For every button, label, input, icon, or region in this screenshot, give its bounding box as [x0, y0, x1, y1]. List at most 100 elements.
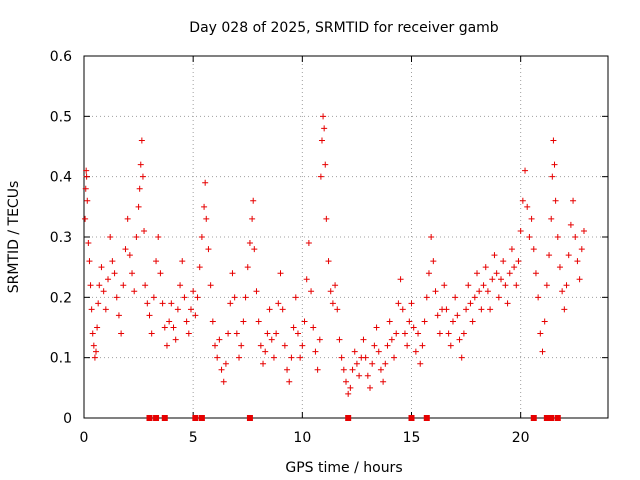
data-point [91, 354, 98, 361]
data-point [299, 342, 306, 349]
data-point [549, 173, 556, 180]
data-point [552, 197, 559, 204]
data-point [135, 203, 142, 210]
data-point [168, 300, 175, 307]
x-tick-labels: 0 5 10 15 20 [80, 430, 530, 446]
data-point [124, 215, 131, 222]
data-point [447, 342, 454, 349]
data-point [187, 306, 194, 313]
data-point [401, 330, 408, 337]
data-point [181, 294, 188, 301]
data-point [513, 282, 520, 289]
data-point [578, 246, 585, 253]
data-point [120, 282, 127, 289]
x-tick-label: 0 [80, 430, 89, 446]
data-point [362, 354, 369, 361]
chart-title: Day 028 of 2025, SRMTID for receiver gam… [189, 20, 499, 36]
data-point [388, 336, 395, 343]
y-tick-label: 0.6 [50, 49, 72, 65]
zero-value-marker [146, 415, 153, 421]
data-point [153, 258, 160, 265]
data-point [559, 288, 566, 295]
data-point [111, 270, 118, 277]
data-point [404, 342, 411, 349]
data-point [563, 282, 570, 289]
data-point [580, 227, 587, 234]
data-point [317, 173, 324, 180]
data-point [95, 300, 102, 307]
data-point [456, 336, 463, 343]
x-tick-label: 5 [189, 430, 198, 446]
data-point [185, 330, 192, 337]
data-point [220, 378, 227, 385]
data-point [159, 300, 166, 307]
data-point [550, 137, 557, 144]
data-point [539, 348, 546, 355]
data-point [491, 252, 498, 259]
data-point [436, 330, 443, 337]
data-point [240, 318, 247, 325]
data-point [412, 348, 419, 355]
data-point [340, 366, 347, 373]
data-point [338, 354, 345, 361]
data-point [421, 318, 428, 325]
data-point [375, 348, 382, 355]
data-point [417, 360, 424, 367]
data-point [546, 252, 553, 259]
data-point [445, 330, 452, 337]
x-tick-label: 15 [403, 430, 421, 446]
data-point [428, 234, 435, 240]
data-point [131, 288, 138, 295]
data-point [500, 258, 507, 265]
data-point [82, 215, 89, 222]
data-point [214, 354, 221, 361]
data-point [109, 258, 116, 265]
data-point [458, 354, 465, 361]
data-point [517, 227, 524, 234]
data-point [266, 306, 273, 313]
data-point [320, 113, 327, 120]
data-point [393, 330, 400, 337]
data-point [504, 300, 511, 307]
y-axis-label: SRMTID / TECUs [6, 181, 22, 294]
data-point [395, 300, 402, 307]
data-point [351, 348, 358, 355]
data-point [98, 264, 105, 271]
data-point [203, 215, 210, 222]
data-point [425, 270, 432, 277]
data-point [508, 246, 515, 253]
data-point [336, 336, 343, 343]
data-point [332, 282, 339, 289]
data-point [356, 372, 363, 379]
data-point [432, 288, 439, 295]
zero-value-marker [554, 415, 561, 421]
data-point [554, 234, 561, 240]
data-point [94, 324, 101, 331]
data-point [565, 252, 572, 259]
data-point [83, 173, 90, 180]
data-point [367, 384, 374, 391]
data-point [83, 167, 90, 174]
data-point [157, 270, 164, 277]
data-point [246, 240, 253, 247]
grid-lines [84, 56, 608, 418]
data-point [222, 360, 229, 367]
zero-value-marker [246, 415, 253, 421]
data-point [255, 318, 262, 325]
data-point [136, 185, 143, 192]
data-point [415, 330, 422, 337]
data-point [148, 330, 155, 337]
data-point [273, 330, 280, 337]
data-point [146, 312, 153, 319]
zero-value-markers [146, 415, 561, 421]
data-point [495, 294, 502, 301]
data-point [163, 342, 170, 349]
x-tick-label: 10 [293, 430, 311, 446]
data-point [314, 366, 321, 373]
data-point [84, 197, 91, 204]
data-point [484, 288, 491, 295]
data-point [443, 306, 450, 313]
data-point [467, 300, 474, 307]
data-point [334, 306, 341, 313]
data-point [102, 306, 109, 313]
